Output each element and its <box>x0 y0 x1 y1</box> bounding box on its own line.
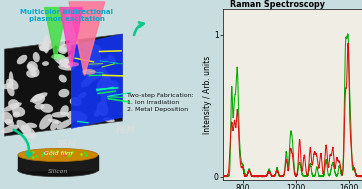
Ellipse shape <box>98 87 118 100</box>
Ellipse shape <box>33 52 40 62</box>
Polygon shape <box>71 34 122 129</box>
Ellipse shape <box>68 62 79 67</box>
Ellipse shape <box>108 55 116 63</box>
Ellipse shape <box>59 58 69 67</box>
Ellipse shape <box>27 64 35 71</box>
Ellipse shape <box>98 85 108 94</box>
Ellipse shape <box>101 96 107 107</box>
Ellipse shape <box>30 67 39 77</box>
Ellipse shape <box>21 125 36 139</box>
Ellipse shape <box>1 83 14 89</box>
Ellipse shape <box>58 89 70 97</box>
Ellipse shape <box>96 102 108 116</box>
Ellipse shape <box>59 75 67 82</box>
Ellipse shape <box>39 114 52 129</box>
Ellipse shape <box>83 69 96 75</box>
Ellipse shape <box>41 104 53 113</box>
FancyArrowPatch shape <box>14 130 31 157</box>
Ellipse shape <box>18 163 98 177</box>
Ellipse shape <box>81 63 94 75</box>
Text: Surface-Enhanced
Raman Spectroscopy: Surface-Enhanced Raman Spectroscopy <box>230 0 325 9</box>
Text: SEM: SEM <box>57 140 77 149</box>
Polygon shape <box>60 8 83 68</box>
Ellipse shape <box>86 69 104 81</box>
Ellipse shape <box>81 43 101 52</box>
Ellipse shape <box>58 46 67 54</box>
Ellipse shape <box>43 35 50 53</box>
Ellipse shape <box>13 111 20 118</box>
Ellipse shape <box>6 78 18 90</box>
Ellipse shape <box>32 94 45 104</box>
Polygon shape <box>69 2 105 76</box>
Ellipse shape <box>81 77 94 88</box>
Ellipse shape <box>103 117 115 122</box>
Ellipse shape <box>26 123 37 128</box>
Ellipse shape <box>34 103 45 110</box>
Ellipse shape <box>50 120 59 130</box>
Ellipse shape <box>8 99 19 109</box>
Ellipse shape <box>1 125 19 133</box>
Ellipse shape <box>30 92 47 102</box>
Ellipse shape <box>67 110 88 122</box>
Ellipse shape <box>48 119 62 124</box>
Ellipse shape <box>1 112 13 124</box>
Text: Silicon: Silicon <box>48 170 68 174</box>
Ellipse shape <box>55 38 65 47</box>
Ellipse shape <box>96 58 111 66</box>
Ellipse shape <box>7 84 14 96</box>
Ellipse shape <box>16 120 31 134</box>
Ellipse shape <box>54 54 69 66</box>
Ellipse shape <box>39 41 56 51</box>
Text: Two-step Fabrication:
1. Ion Irradiation
2. Metal Deposition: Two-step Fabrication: 1. Ion Irradiation… <box>127 93 194 112</box>
Ellipse shape <box>70 51 86 60</box>
Ellipse shape <box>97 76 111 91</box>
Ellipse shape <box>57 119 73 129</box>
Ellipse shape <box>58 64 75 70</box>
Ellipse shape <box>51 112 70 118</box>
Ellipse shape <box>99 67 109 83</box>
Ellipse shape <box>59 43 76 52</box>
Ellipse shape <box>17 55 27 64</box>
Ellipse shape <box>70 97 82 106</box>
Polygon shape <box>18 155 98 170</box>
Ellipse shape <box>79 92 87 98</box>
Ellipse shape <box>28 61 38 71</box>
Ellipse shape <box>94 109 101 117</box>
Y-axis label: Intensity / Arb. units: Intensity / Arb. units <box>203 55 212 134</box>
Polygon shape <box>45 8 67 60</box>
Text: FEM: FEM <box>116 126 136 135</box>
Ellipse shape <box>89 50 101 67</box>
Text: Multicolor bidirectional
plasmon excitation: Multicolor bidirectional plasmon excitat… <box>20 9 113 22</box>
Ellipse shape <box>38 42 49 51</box>
Ellipse shape <box>18 148 98 162</box>
Ellipse shape <box>12 107 25 117</box>
Ellipse shape <box>107 81 119 90</box>
Ellipse shape <box>70 39 78 46</box>
Ellipse shape <box>9 71 13 86</box>
Text: Gold film: Gold film <box>44 151 72 156</box>
Polygon shape <box>4 34 122 136</box>
Ellipse shape <box>51 54 64 60</box>
Ellipse shape <box>102 74 108 80</box>
Ellipse shape <box>3 102 22 112</box>
Ellipse shape <box>26 70 37 78</box>
FancyArrowPatch shape <box>134 22 144 35</box>
Ellipse shape <box>63 56 73 68</box>
Ellipse shape <box>5 119 14 126</box>
Ellipse shape <box>42 61 49 66</box>
Ellipse shape <box>60 105 69 115</box>
